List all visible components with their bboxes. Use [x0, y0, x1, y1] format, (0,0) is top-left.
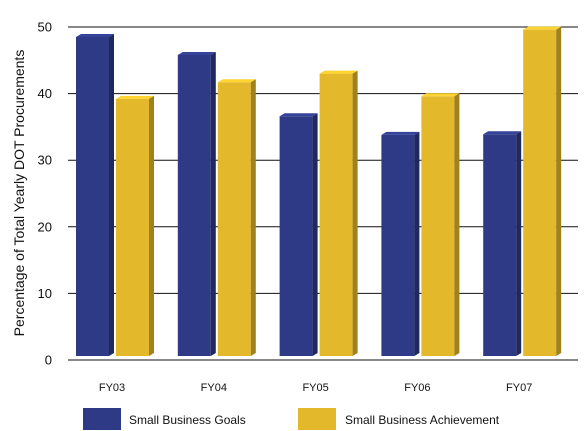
legend-swatch: [83, 408, 121, 430]
bar-front: [381, 134, 415, 356]
bar-top: [116, 95, 154, 99]
bar-side: [250, 79, 256, 356]
bar-top: [523, 26, 562, 30]
bar-side: [109, 33, 114, 357]
legend-label: Small Business Goals: [129, 413, 246, 427]
y-tick-label: 20: [38, 219, 52, 234]
bar-top: [319, 70, 358, 74]
bar-top: [76, 33, 114, 37]
y-axis-ticks: 0 10 20 30 40 50: [38, 20, 52, 368]
y-tick-label: 0: [45, 353, 52, 368]
bar-side: [414, 131, 420, 356]
y-tick-label: 50: [38, 20, 52, 35]
bar-front: [76, 36, 109, 357]
x-category-label: FY07: [506, 382, 532, 394]
x-category-label: FY03: [99, 382, 125, 394]
bar-front: [177, 54, 211, 357]
bar-side: [149, 95, 154, 356]
bar-front: [319, 73, 353, 357]
y-tick-label: 40: [38, 86, 52, 101]
bar-achievement-fy04: [217, 79, 256, 356]
bar-goals-fy07: [483, 131, 522, 356]
bar-goals-fy05: [279, 113, 318, 356]
bar-side: [352, 70, 358, 357]
bar-side: [516, 131, 522, 356]
y-tick-label: 30: [38, 153, 52, 168]
bar-goals-fy03: [76, 33, 114, 357]
bar-side: [210, 51, 216, 357]
legend-label: Small Business Achievement: [345, 413, 500, 427]
bar-side: [312, 113, 318, 356]
bar-achievement-fy05: [319, 70, 358, 357]
bar-side: [454, 93, 460, 356]
bar-top: [381, 131, 420, 135]
bar-achievement-fy06: [421, 93, 460, 356]
bar-achievement-fy07: [523, 26, 562, 356]
bar-front: [421, 96, 455, 356]
bar-front: [217, 82, 251, 356]
bar-front: [483, 134, 517, 356]
bar-top: [217, 79, 256, 83]
bar-top: [279, 113, 318, 117]
bars: [76, 26, 562, 357]
bar-front: [523, 29, 557, 356]
bar-front: [279, 116, 313, 356]
x-category-label: FY04: [201, 382, 227, 394]
bar-achievement-fy03: [116, 95, 154, 356]
bar-goals-fy04: [177, 51, 216, 357]
y-axis-label: Percentage of Total Yearly DOT Procureme…: [11, 50, 27, 337]
bar-goals-fy06: [381, 131, 420, 356]
y-tick-label: 10: [38, 286, 52, 301]
bar-top: [177, 51, 216, 55]
x-category-label: FY06: [404, 382, 430, 394]
legend: Small Business Goals Small Business Achie…: [83, 408, 500, 430]
x-category-label: FY05: [302, 382, 328, 394]
bar-front: [116, 98, 149, 356]
legend-swatch: [298, 408, 336, 430]
x-axis-categories: FY03 FY04 FY05 FY06 FY07: [99, 382, 532, 394]
bar-top: [483, 131, 522, 135]
bar-side: [556, 26, 562, 356]
bar-top: [421, 93, 460, 97]
